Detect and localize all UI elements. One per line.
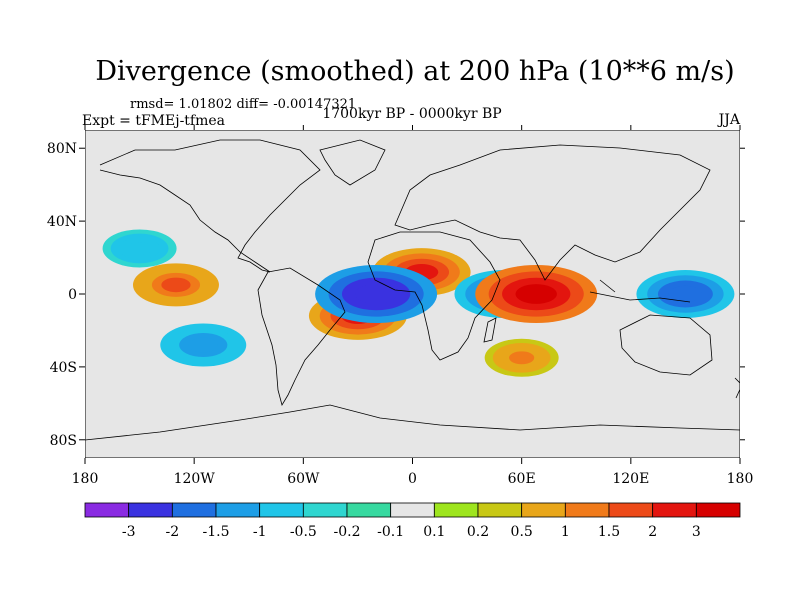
field-feature <box>160 323 247 367</box>
colorbar-label: -0.1 <box>377 524 404 540</box>
colorbar-label: -1.5 <box>203 524 230 540</box>
colorbar-label: 1.5 <box>598 524 620 540</box>
y-tick-label: 80S <box>50 433 77 449</box>
y-tick-label: 80N <box>47 141 77 157</box>
field-feature <box>475 265 598 323</box>
colorbar-label: -3 <box>122 524 136 540</box>
colorbar-swatch <box>302 502 348 518</box>
season-label: JJA <box>717 112 741 128</box>
coastline-north-america <box>99 139 321 273</box>
colorbar-label: -0.5 <box>290 524 317 540</box>
y-tick-label: 40S <box>50 360 77 376</box>
chart-title: Divergence (smoothed) at 200 hPa (10**6 … <box>95 56 734 87</box>
field-contour <box>509 351 535 365</box>
coastline-africa <box>367 231 501 361</box>
field-contour <box>668 285 703 303</box>
coastlines <box>85 139 740 441</box>
colorbar-label: -2 <box>166 524 180 540</box>
field-feature <box>102 229 177 268</box>
field-contour <box>161 277 191 293</box>
field-feature <box>132 263 219 307</box>
field-contour <box>127 241 153 255</box>
map-panel <box>85 130 740 458</box>
colorbar-swatch <box>84 502 130 518</box>
colorbar-label: -0.2 <box>334 524 361 540</box>
colorbar-swatch <box>477 502 523 518</box>
colorbar-swatch <box>128 502 173 518</box>
coastline-eurasia <box>394 144 711 281</box>
y-tick-label: 40N <box>47 214 77 230</box>
colorbar-label: 1 <box>561 524 570 540</box>
x-tick-label: 120W <box>174 471 216 487</box>
field-feature <box>636 270 735 318</box>
colorbar-swatch <box>390 502 435 518</box>
experiment-label: Expt = tFMEj-tfmea <box>82 113 225 129</box>
colorbar-label: 3 <box>692 524 701 540</box>
field-contour <box>188 337 218 353</box>
colorbar-swatch <box>564 502 610 518</box>
coastline-indonesia <box>589 279 691 303</box>
colorbar-swatch <box>346 502 392 518</box>
colorbar-label: -1 <box>253 524 267 540</box>
colorbar-swatch <box>608 502 654 518</box>
colorbar-swatch <box>171 502 217 518</box>
divergence-field <box>102 229 735 377</box>
coastline-south-america <box>257 267 346 407</box>
field-contour <box>515 284 557 304</box>
coastline-madagascar <box>483 317 497 343</box>
colorbar-swatch <box>215 502 261 518</box>
colorbar-label: 0.2 <box>467 524 489 540</box>
colorbar-label: 0.1 <box>423 524 445 540</box>
coastline-greenland <box>319 139 386 186</box>
colorbar-swatch <box>652 502 697 518</box>
coastline-australia <box>619 314 713 376</box>
period-label: 1700kyr BP - 0000kyr BP <box>322 106 501 122</box>
colorbar-label: 0.5 <box>511 524 533 540</box>
x-tick-label: 60W <box>287 471 320 487</box>
field-feature <box>315 265 438 323</box>
coastline-new-zealand <box>734 377 740 399</box>
x-tick-label: 180 <box>72 471 99 487</box>
colorbar-swatch <box>695 502 741 518</box>
colorbar-swatch <box>259 502 304 518</box>
field-feature <box>484 338 559 377</box>
x-tick-label: 0 <box>408 471 417 487</box>
colorbar-swatch <box>433 502 479 518</box>
map-axes: 180 120W 60W 0 60E 120E 180 80N 40N 0 40S 80S <box>47 125 753 487</box>
field-contour <box>355 284 397 304</box>
coastline-antarctica <box>85 404 740 441</box>
x-tick-label: 120E <box>612 471 649 487</box>
x-tick-label: 60E <box>508 471 536 487</box>
colorbar: -3 -2 -1.5 -1 -0.5 -0.2 -0.1 0.1 0.2 0.5 1 1.5 2 3 <box>84 502 741 540</box>
colorbar-label: 2 <box>648 524 657 540</box>
colorbar-swatch <box>521 502 566 518</box>
x-tick-label: 180 <box>727 471 754 487</box>
stats-line: rmsd= 1.01802 diff= -0.00147321 <box>130 97 356 112</box>
y-tick-label: 0 <box>68 287 77 303</box>
